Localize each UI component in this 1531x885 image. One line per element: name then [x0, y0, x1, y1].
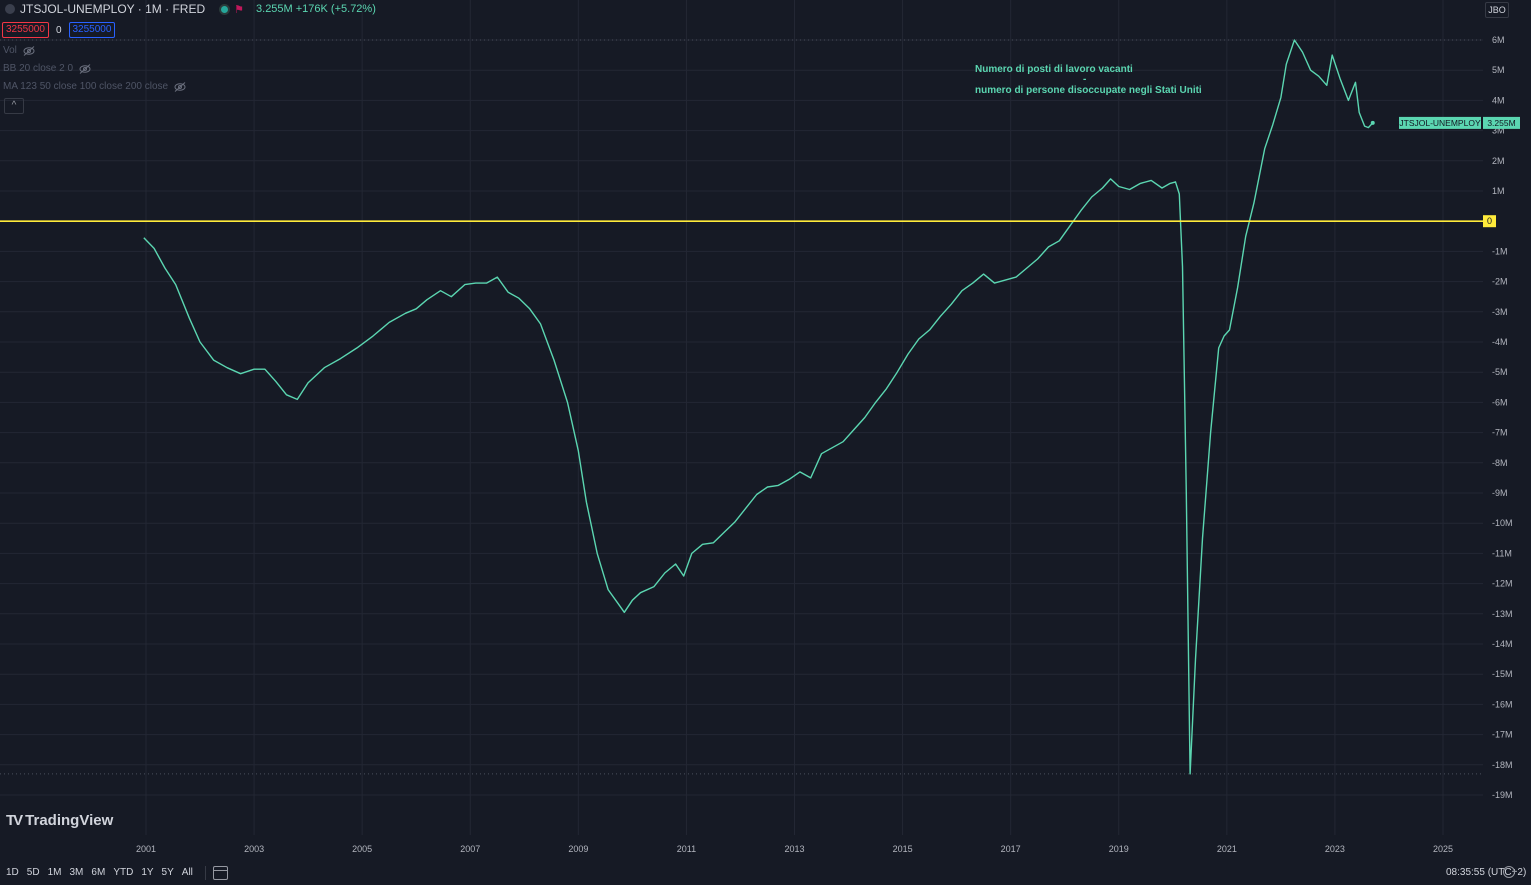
y-tick-label: -18M	[1492, 760, 1513, 770]
x-tick-label: 2013	[784, 844, 804, 854]
y-tick-label: -1M	[1492, 246, 1508, 256]
y-tick-label: -8M	[1492, 458, 1508, 468]
y-tick-label: -13M	[1492, 609, 1513, 619]
indicator-bb-label: BB 20 close 2 0	[3, 63, 74, 74]
y-tick-label: -2M	[1492, 277, 1508, 287]
calendar-icon[interactable]	[213, 866, 228, 880]
toolbar-divider	[205, 866, 206, 880]
zero-line-label-bg	[1483, 215, 1496, 228]
y-tick-label: -4M	[1492, 337, 1508, 347]
collapse-indicators-button[interactable]: ^	[4, 98, 24, 114]
y-tick-label: -9M	[1492, 488, 1508, 498]
x-tick-label: 2001	[136, 844, 156, 854]
period-all[interactable]: All	[181, 867, 193, 878]
annotation-line-3[interactable]: numero di persone disoccupate negli Stat…	[975, 85, 1202, 96]
series-layer	[143, 39, 1375, 775]
x-tick-label: 2025	[1433, 844, 1453, 854]
symbol-icon	[5, 4, 15, 14]
x-tick-label: 2021	[1217, 844, 1237, 854]
period-ytd[interactable]: YTD	[113, 867, 134, 878]
period-1y[interactable]: 1Y	[141, 867, 154, 878]
sell-button[interactable]: 3255000	[2, 22, 49, 38]
chart-header: JTSJOL-UNEMPLOY · 1M · FRED ⚑ 3.255M +17…	[0, 0, 376, 18]
last-value-series-label: JTSJOL-UNEMPLOY	[1399, 118, 1481, 128]
x-tick-label: 2003	[244, 844, 264, 854]
period-3m[interactable]: 3M	[69, 867, 84, 878]
y-tick-label: 6M	[1492, 35, 1505, 45]
y-tick-label: -11M	[1492, 548, 1512, 558]
y-tick-label: 1M	[1492, 186, 1505, 196]
y-tick-label: -14M	[1492, 639, 1513, 649]
last-value-price-label: 3.255M	[1487, 118, 1515, 128]
header-value: 3.255M +176K (+5.72%)	[256, 3, 376, 15]
y-tick-label: -15M	[1492, 669, 1513, 679]
x-tick-label: 2011	[677, 844, 696, 854]
x-tick-label: 2023	[1325, 844, 1345, 854]
x-tick-label: 2007	[460, 844, 480, 854]
y-tick-label: -19M	[1492, 790, 1513, 800]
chevron-up-icon: ^	[11, 100, 17, 111]
y-tick-label: -16M	[1492, 699, 1513, 709]
indicator-vol-label: Vol	[3, 45, 17, 56]
chart-grid	[0, 0, 1483, 835]
tradingview-mark-icon: TV	[6, 812, 23, 829]
indicator-ma-label: MA 123 50 close 100 close 200 close	[3, 81, 169, 92]
y-tick-label: -5M	[1492, 367, 1508, 377]
x-tick-label: 2005	[352, 844, 372, 854]
period-1m[interactable]: 1M	[47, 867, 62, 878]
y-tick-label: -6M	[1492, 397, 1508, 407]
period-selector: 1D 5D 1M 3M 6M YTD 1Y 5Y All	[6, 867, 201, 878]
last-value-price-label-bg	[1483, 116, 1520, 129]
eye-off-icon[interactable]	[79, 63, 91, 74]
x-axis: 2001 2003 2005 2007 2009 2011 2013 2015 2017 2019…	[136, 844, 1453, 854]
clock[interactable]: 08:35:55 (UTC+2)	[1446, 867, 1527, 878]
x-tick-label: 2015	[893, 844, 913, 854]
live-dot-icon	[219, 3, 231, 15]
indicator-ma[interactable]: MA 123 50 close 100 close 200 close	[3, 81, 186, 92]
bottom-toolbar: 1D 5D 1M 3M 6M YTD 1Y 5Y All 08:35:55 (UTC+2)	[0, 863, 1531, 885]
y-tick-label: 2M	[1492, 156, 1505, 166]
last-value-series-label-bg	[1399, 116, 1481, 129]
period-5d[interactable]: 5D	[26, 867, 40, 878]
y-tick-label: -12M	[1492, 579, 1513, 589]
x-tick-label: 2009	[568, 844, 588, 854]
y-tick-label: 3M	[1492, 126, 1505, 136]
eye-off-icon[interactable]	[174, 81, 186, 92]
tradingview-logo[interactable]: TV TradingView	[6, 812, 113, 829]
jbo-button[interactable]: JBO	[1485, 2, 1509, 18]
period-6m[interactable]: 6M	[91, 867, 106, 878]
y-tick-label: -3M	[1492, 307, 1508, 317]
period-1d[interactable]: 1D	[6, 867, 19, 878]
y-tick-label: -10M	[1492, 518, 1513, 528]
flag-icon: ⚑	[234, 3, 245, 16]
overlay-layer: 0 JTSJOL-UNEMPLOY 3.255M	[0, 39, 1520, 775]
indicator-bb[interactable]: BB 20 close 2 0	[3, 63, 91, 74]
symbol-title[interactable]: JTSJOL-UNEMPLOY · 1M · FRED	[20, 2, 206, 16]
x-tick-label: 2019	[1109, 844, 1129, 854]
x-tick-label: 2017	[1001, 844, 1021, 854]
annotation-line-1[interactable]: Numero di posti di lavoro vacanti	[975, 64, 1133, 75]
spread-value: 0	[55, 24, 62, 36]
y-tick-label: 5M	[1492, 65, 1505, 75]
y-axis: 6M 5M 4M 3M 2M 1M -1M -2M -3M -4M -5M -6M -7M -8M -9M -…	[1492, 35, 1513, 800]
indicator-vol[interactable]: Vol	[3, 45, 35, 56]
y-tick-label: -17M	[1492, 730, 1513, 740]
eye-off-icon[interactable]	[23, 45, 35, 56]
tradingview-wordmark: TradingView	[25, 812, 114, 829]
buy-button[interactable]: 3255000	[68, 22, 116, 38]
gear-icon[interactable]	[1503, 866, 1515, 878]
trade-badges: 3255000 0 3255000	[2, 22, 116, 38]
y-tick-label: 4M	[1492, 95, 1505, 105]
period-5y[interactable]: 5Y	[161, 867, 174, 878]
zero-line-label: 0	[1487, 216, 1492, 226]
y-tick-label: -7M	[1492, 428, 1508, 438]
last-point-marker	[1370, 120, 1375, 125]
series-line-jtsjol-unemploy[interactable]	[143, 39, 1374, 775]
annotation-line-2[interactable]: -	[1083, 74, 1087, 85]
